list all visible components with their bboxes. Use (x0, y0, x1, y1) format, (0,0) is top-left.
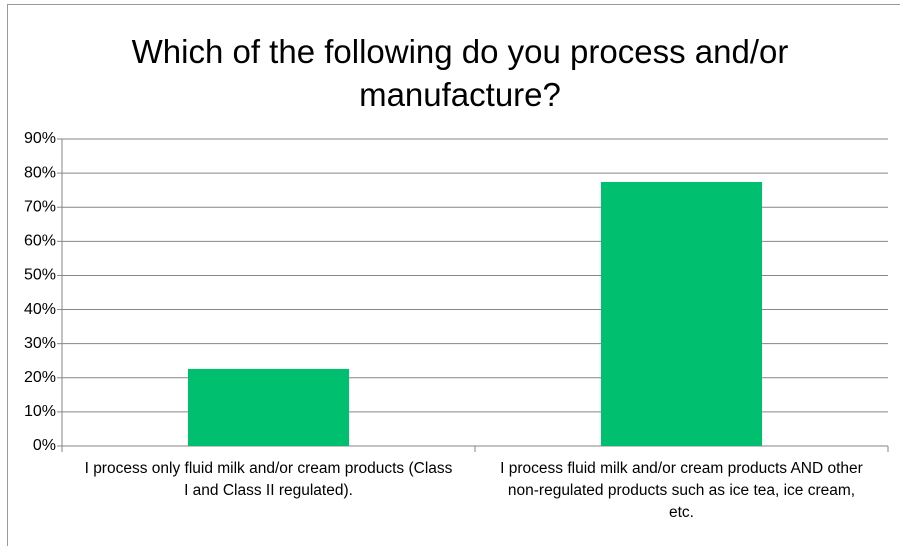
chart-title: Which of the following do you process an… (131, 33, 789, 113)
y-tick-label: 60% (24, 233, 56, 250)
chart-frame (7, 4, 900, 546)
y-tick-label: 10% (24, 403, 56, 420)
x-tick-label: I process only fluid milk and/or cream p… (84, 460, 453, 499)
bar (187, 368, 350, 446)
y-tick-label: 40% (24, 301, 56, 318)
y-tick-label: 20% (24, 369, 56, 386)
x-tick-label: I process fluid milk and/or cream produc… (500, 460, 863, 521)
y-tick-label: 80% (24, 164, 56, 181)
bar (600, 181, 763, 447)
y-tick-label: 30% (24, 335, 56, 352)
y-tick-label: 50% (24, 267, 56, 284)
y-tick-label: 90% (24, 130, 56, 147)
y-tick-label: 70% (24, 198, 56, 215)
y-tick-label: 0% (33, 437, 56, 454)
